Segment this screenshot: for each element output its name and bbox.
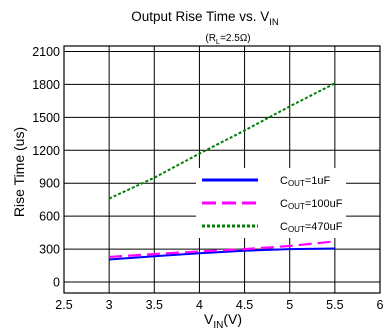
y-tick-label: 2100 bbox=[32, 45, 60, 59]
legend-label-3: COUT=470uF bbox=[280, 221, 343, 234]
plot-frame bbox=[63, 45, 381, 294]
x-tick-label: 5 bbox=[286, 298, 293, 312]
series-line-3 bbox=[108, 82, 336, 200]
x-tick-label: 6 bbox=[377, 298, 384, 312]
x-tick-label: 4.5 bbox=[236, 298, 253, 312]
y-tick-label: 1800 bbox=[32, 78, 60, 92]
y-tick-label: 0 bbox=[53, 276, 60, 290]
tick-labels: 2.5 3 3.5 4 4.5 5 5.5 6 0 300 600 900 1200 1500 1800 21… bbox=[32, 45, 383, 312]
x-axis-label: VIN(V) bbox=[204, 311, 242, 329]
x-tick-label: 5.5 bbox=[326, 298, 343, 312]
y-tick-label: 900 bbox=[39, 177, 60, 191]
y-tick-label: 1500 bbox=[32, 111, 60, 125]
x-tick-label: 2.5 bbox=[55, 298, 72, 312]
x-tick-label: 4 bbox=[196, 298, 203, 312]
y-tick-label: 1200 bbox=[32, 144, 60, 158]
y-tick-label: 600 bbox=[39, 210, 60, 224]
legend-label-1: COUT=1uF bbox=[280, 175, 331, 188]
x-tick-label: 3 bbox=[106, 298, 113, 312]
x-tick-label: 3.5 bbox=[146, 298, 163, 312]
y-axis-label: Rise Time (us) bbox=[11, 127, 27, 217]
y-tick-label: 300 bbox=[39, 243, 60, 257]
legend-label-2: COUT=100uF bbox=[280, 198, 343, 211]
series-line-1 bbox=[109, 247, 335, 261]
chart-title: Output Rise Time vs. VIN bbox=[131, 9, 279, 28]
chart-subtitle: (RL=2.5Ω) bbox=[205, 33, 250, 46]
series-group bbox=[108, 82, 336, 261]
legend: COUT=1uF COUT=100uF COUT=470uF bbox=[196, 168, 346, 238]
